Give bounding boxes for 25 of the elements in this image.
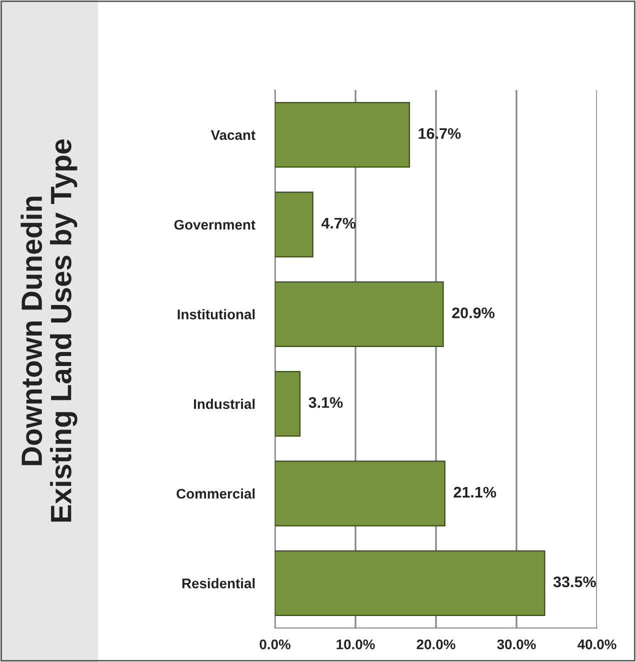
text: Existing Land Uses by Type: [50, 139, 78, 522]
data-label: 16.7%: [418, 128, 461, 139]
y-tick-label: Institutional: [178, 309, 255, 320]
bar: [275, 460, 446, 526]
data-label: 4.7%: [321, 218, 356, 229]
bar: [275, 102, 410, 168]
bar: [275, 192, 314, 258]
bar: [275, 371, 301, 437]
x-tick-label: 0.0%: [260, 639, 290, 650]
bar: [275, 550, 546, 616]
data-label: 21.1%: [454, 486, 496, 498]
y-tick-label: Industrial: [194, 398, 255, 410]
x-tick-label: 20.0%: [416, 639, 456, 650]
bar: [275, 281, 444, 347]
x-tick-label: 30.0%: [497, 639, 536, 650]
data-label: 3.1%: [308, 397, 343, 408]
y-tick-label: Residential: [182, 578, 255, 588]
text: Downtown Dunedin: [20, 196, 42, 466]
data-label: 33.5%: [553, 576, 596, 588]
data-label: 20.9%: [452, 307, 494, 318]
x-tick-label: 40.0%: [578, 639, 616, 650]
y-tick-label: Government: [174, 220, 256, 230]
x-tick-label: 10.0%: [336, 639, 375, 650]
y-tick-label: Commercial: [176, 488, 255, 499]
y-tick-label: Vacant: [210, 130, 256, 140]
